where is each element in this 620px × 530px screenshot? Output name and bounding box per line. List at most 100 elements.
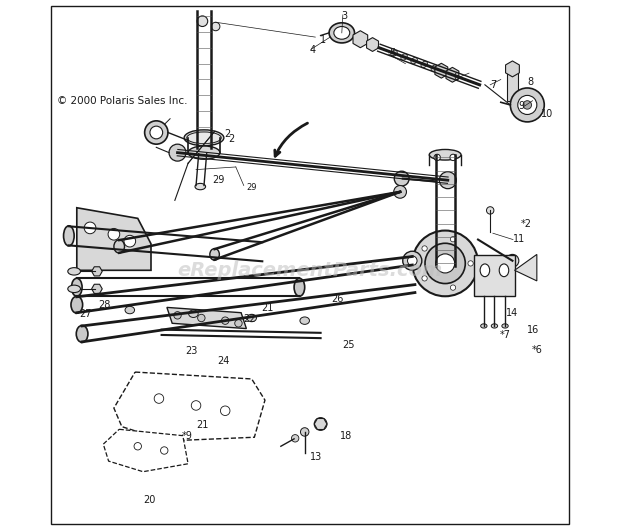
Text: 10: 10	[541, 109, 553, 119]
Ellipse shape	[195, 183, 206, 190]
Circle shape	[314, 418, 327, 430]
Circle shape	[407, 256, 417, 266]
Circle shape	[154, 394, 164, 403]
Polygon shape	[77, 208, 151, 270]
Polygon shape	[446, 67, 459, 82]
Polygon shape	[353, 31, 368, 48]
Ellipse shape	[63, 226, 74, 246]
Circle shape	[394, 186, 407, 198]
Text: 29: 29	[212, 175, 224, 185]
Ellipse shape	[421, 61, 427, 68]
Circle shape	[450, 285, 456, 290]
Ellipse shape	[294, 278, 304, 296]
Circle shape	[394, 171, 409, 186]
Text: 2: 2	[228, 134, 234, 144]
Ellipse shape	[491, 324, 498, 328]
Polygon shape	[104, 429, 188, 472]
Circle shape	[161, 447, 168, 454]
Ellipse shape	[125, 306, 135, 314]
Text: 3: 3	[342, 11, 348, 21]
Polygon shape	[515, 254, 537, 281]
Text: 18: 18	[340, 431, 352, 440]
Ellipse shape	[210, 249, 219, 260]
Text: 6: 6	[453, 72, 459, 82]
Circle shape	[523, 101, 531, 109]
Text: 4: 4	[310, 46, 316, 55]
Circle shape	[144, 121, 168, 144]
Text: 23: 23	[185, 346, 198, 356]
Ellipse shape	[68, 285, 81, 293]
Text: 16: 16	[527, 325, 539, 334]
Text: 8: 8	[527, 77, 533, 87]
Circle shape	[434, 154, 440, 161]
Text: 27: 27	[79, 309, 92, 319]
Circle shape	[198, 314, 205, 322]
Text: 7: 7	[490, 80, 497, 90]
Circle shape	[169, 144, 186, 161]
Circle shape	[211, 22, 220, 31]
Text: *9: *9	[182, 431, 193, 440]
Text: 28: 28	[98, 300, 110, 310]
Circle shape	[124, 235, 136, 247]
Circle shape	[436, 254, 454, 273]
Text: *6: *6	[531, 345, 542, 355]
Bar	[507, 69, 518, 101]
Text: 22: 22	[244, 314, 256, 324]
Polygon shape	[92, 284, 102, 294]
Text: 20: 20	[143, 495, 156, 505]
Text: 11: 11	[513, 234, 525, 243]
Circle shape	[422, 246, 427, 251]
Circle shape	[487, 207, 494, 214]
Circle shape	[192, 401, 201, 410]
Ellipse shape	[184, 130, 224, 146]
Circle shape	[150, 126, 162, 139]
Ellipse shape	[329, 23, 355, 43]
Polygon shape	[92, 267, 102, 276]
Circle shape	[518, 95, 537, 114]
Text: eReplacementParts.com: eReplacementParts.com	[177, 261, 443, 280]
Ellipse shape	[429, 149, 461, 160]
Ellipse shape	[391, 50, 397, 57]
Text: 1: 1	[319, 35, 326, 45]
Ellipse shape	[114, 240, 125, 253]
Text: © 2000 Polaris Sales Inc.: © 2000 Polaris Sales Inc.	[56, 96, 187, 105]
Text: 2: 2	[224, 129, 231, 139]
Circle shape	[425, 243, 465, 284]
Bar	[474, 255, 515, 296]
Circle shape	[412, 231, 478, 296]
Ellipse shape	[300, 317, 309, 324]
Polygon shape	[167, 307, 246, 329]
Circle shape	[403, 251, 422, 270]
Ellipse shape	[334, 26, 350, 39]
Text: 5: 5	[389, 48, 396, 58]
Circle shape	[108, 228, 120, 240]
Circle shape	[291, 435, 299, 442]
Circle shape	[221, 317, 229, 324]
Circle shape	[134, 443, 141, 450]
Ellipse shape	[187, 132, 221, 144]
Ellipse shape	[401, 54, 407, 60]
Circle shape	[235, 320, 242, 327]
Polygon shape	[366, 38, 378, 51]
Text: 21: 21	[261, 304, 273, 313]
Text: 25: 25	[342, 340, 354, 349]
Circle shape	[510, 88, 544, 122]
Text: 13: 13	[310, 452, 322, 462]
Polygon shape	[114, 372, 265, 441]
Text: *2: *2	[521, 219, 532, 228]
Circle shape	[440, 172, 456, 189]
Circle shape	[506, 254, 519, 267]
Ellipse shape	[247, 314, 257, 322]
Ellipse shape	[411, 57, 417, 64]
Circle shape	[301, 428, 309, 436]
Text: 29: 29	[246, 183, 257, 192]
Polygon shape	[505, 61, 520, 77]
Ellipse shape	[431, 65, 438, 72]
Ellipse shape	[76, 325, 88, 342]
Polygon shape	[314, 419, 327, 429]
Text: 14: 14	[506, 308, 518, 317]
Circle shape	[450, 154, 456, 161]
Ellipse shape	[480, 264, 490, 277]
Ellipse shape	[188, 310, 198, 317]
Ellipse shape	[502, 324, 508, 328]
